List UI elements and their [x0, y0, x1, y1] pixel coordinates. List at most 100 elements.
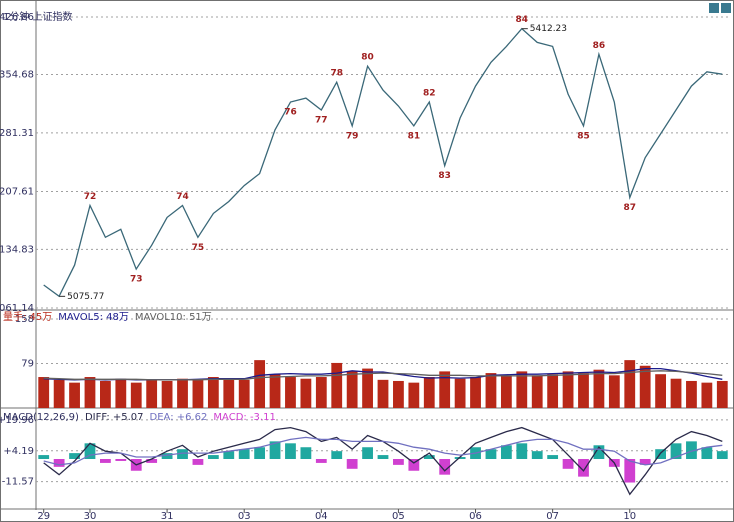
- bar: [578, 459, 589, 477]
- bar: [377, 455, 389, 459]
- bar: [393, 459, 404, 465]
- bar: [408, 382, 420, 408]
- bar: [516, 443, 528, 459]
- wave-label: 85: [577, 131, 590, 141]
- bar: [161, 380, 173, 408]
- bar: [562, 459, 574, 469]
- wave-label: 77: [315, 116, 328, 126]
- indicator-line: [43, 367, 723, 381]
- bar: [701, 447, 713, 459]
- wave-label: 86: [593, 41, 606, 51]
- wave-label: 81: [408, 131, 421, 141]
- bar: [701, 382, 713, 408]
- legend-entry: DEA: +6.62: [150, 412, 208, 423]
- wave-label: 79: [346, 131, 359, 141]
- bar: [624, 459, 636, 483]
- bar: [300, 378, 312, 408]
- bar: [38, 455, 50, 459]
- x-tick-label: 03: [238, 511, 251, 522]
- bar: [716, 380, 728, 408]
- x-tick-label: 04: [315, 511, 328, 522]
- bar: [238, 379, 250, 408]
- indicator-line: [43, 436, 723, 466]
- x-tick-label: 30: [84, 511, 97, 522]
- y-tick-label: 5426.86: [0, 12, 34, 23]
- window-icon[interactable]: [721, 3, 731, 13]
- bar: [485, 449, 497, 459]
- bar: [53, 459, 65, 467]
- wave-label: 78: [330, 69, 343, 79]
- bar: [207, 455, 219, 459]
- x-tick-label: 05: [392, 511, 405, 522]
- legend-entry: MACD: -3.11: [213, 412, 275, 423]
- bar: [177, 449, 188, 459]
- wave-label: 87: [623, 203, 636, 213]
- bar: [639, 459, 651, 465]
- bar: [300, 447, 312, 459]
- bar: [161, 453, 173, 459]
- wave-label: 75: [192, 243, 205, 253]
- bar: [670, 443, 682, 459]
- bar: [130, 382, 142, 408]
- bar: [331, 362, 343, 408]
- bar: [192, 459, 204, 465]
- x-tick-label: 31: [161, 511, 174, 522]
- bar: [408, 459, 420, 471]
- y-tick-label: 5281.31: [0, 128, 34, 139]
- bar: [38, 377, 50, 408]
- bar: [100, 459, 111, 463]
- bar: [115, 378, 127, 408]
- bar: [531, 451, 543, 459]
- legend-entry: 量手: 45万: [3, 310, 52, 323]
- indicator-line: [43, 370, 723, 381]
- bar: [69, 382, 80, 408]
- wave-label: 80: [361, 53, 374, 63]
- bar: [238, 449, 250, 459]
- bar: [423, 377, 435, 408]
- y-tick-label: +19.96: [0, 415, 34, 426]
- bar: [146, 459, 158, 463]
- panel-title: MACD(12,26,9): [3, 412, 79, 423]
- bar: [315, 377, 327, 408]
- x-tick-label: 29: [37, 511, 50, 522]
- bar: [593, 445, 605, 459]
- y-tick-label: 5207.61: [0, 186, 34, 197]
- bar: [393, 380, 404, 408]
- price-label: 5075.77: [67, 292, 104, 302]
- bar: [115, 459, 127, 461]
- bar: [439, 459, 451, 475]
- bar: [454, 457, 466, 459]
- bar: [69, 453, 80, 459]
- legend-entry: MAVOL10: 51万: [135, 312, 212, 323]
- bar: [470, 377, 481, 408]
- bar: [192, 379, 204, 408]
- x-tick-label: 06: [469, 511, 482, 522]
- bar: [269, 441, 281, 459]
- bar: [516, 371, 528, 408]
- window-icon[interactable]: [709, 3, 719, 13]
- bar: [608, 375, 620, 408]
- bar: [716, 451, 728, 459]
- bar: [578, 373, 589, 408]
- bar: [485, 373, 497, 408]
- indicator-line: [43, 426, 723, 496]
- bar: [500, 445, 512, 459]
- bar: [500, 375, 512, 408]
- bar: [377, 379, 389, 408]
- bar: [285, 443, 296, 459]
- bar: [254, 447, 266, 459]
- wave-label: 83: [438, 171, 451, 181]
- bar: [100, 380, 111, 408]
- bar: [686, 380, 697, 408]
- price-line: [43, 27, 723, 298]
- bar: [331, 451, 343, 459]
- bar: [562, 371, 574, 408]
- bar: [223, 451, 235, 459]
- bar: [439, 371, 451, 408]
- bar: [531, 375, 543, 408]
- y-tick-label: 5061.14: [0, 303, 34, 314]
- bar: [269, 374, 281, 408]
- panel-title: 1分钟 上证指数: [3, 10, 73, 23]
